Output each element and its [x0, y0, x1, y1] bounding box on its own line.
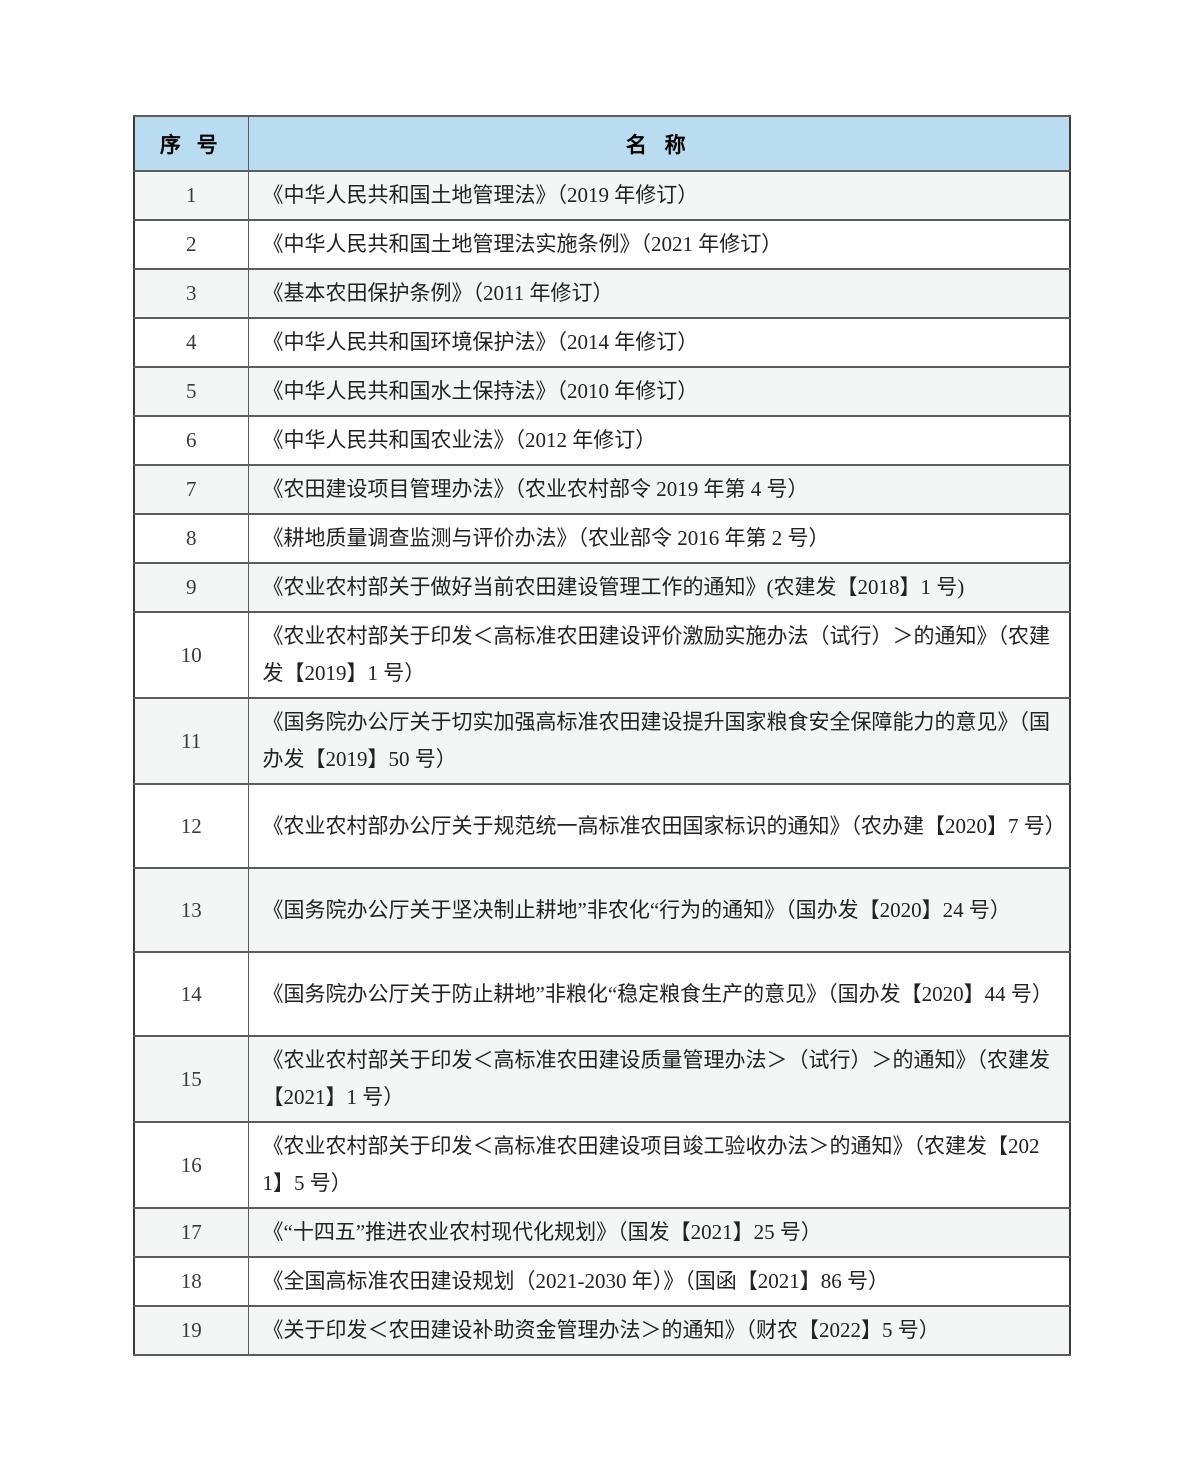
table-row: 7 《农田建设项目管理办法》（农业农村部令 2019 年第 4 号） — [133, 464, 1071, 515]
table-row: 6 《中华人民共和国农业法》（2012 年修订） — [133, 415, 1071, 466]
cell-index: 1 — [133, 170, 249, 221]
policy-list-table: 序 号 名 称 1 《中华人民共和国土地管理法》（2019 年修订） 2 《中华人民共… — [133, 115, 1071, 1356]
table-row: 9 《农业农村部关于做好当前农田建设管理工作的通知》(农建发【2018】1 号) — [133, 562, 1071, 613]
cell-index: 5 — [133, 366, 249, 417]
cell-name: 《农业农村部关于印发＜高标准农田建设质量管理办法＞（试行）＞的通知》（农建发【2… — [247, 1035, 1071, 1123]
table-row: 18 《全国高标准农田建设规划（2021-2030 年）》（国函【2021】86 … — [133, 1256, 1071, 1307]
policy-table-container: 序 号 名 称 1 《中华人民共和国土地管理法》（2019 年修订） 2 《中华人民共… — [133, 115, 1071, 1356]
cell-index: 18 — [133, 1256, 249, 1307]
cell-index: 11 — [133, 697, 249, 785]
table-row: 11 《国务院办公厅关于切实加强高标准农田建设提升国家粮食安全保障能力的意见》（国… — [133, 697, 1071, 785]
cell-name: 《中华人民共和国土地管理法实施条例》（2021 年修订） — [247, 219, 1071, 270]
table-header-row: 序 号 名 称 — [133, 115, 1071, 172]
cell-index: 8 — [133, 513, 249, 564]
table-body: 1 《中华人民共和国土地管理法》（2019 年修订） 2 《中华人民共和国土地管理法实… — [133, 170, 1071, 1356]
table-row: 12 《农业农村部办公厅关于规范统一高标准农田国家标识的通知》（农办建【2020】… — [133, 783, 1071, 869]
table-row: 4 《中华人民共和国环境保护法》（2014 年修订） — [133, 317, 1071, 368]
cell-name: 《基本农田保护条例》（2011 年修订） — [247, 268, 1071, 319]
cell-index: 19 — [133, 1305, 249, 1356]
table-row: 14 《国务院办公厅关于防止耕地”非粮化“稳定粮食生产的意见》（国办发【2020】… — [133, 951, 1071, 1037]
cell-name: 《“十四五”推进农业农村现代化规划》（国发【2021】25 号） — [247, 1207, 1071, 1258]
table-row: 5 《中华人民共和国水土保持法》（2010 年修订） — [133, 366, 1071, 417]
table-header: 序 号 名 称 — [133, 115, 1071, 172]
table-row: 17 《“十四五”推进农业农村现代化规划》（国发【2021】25 号） — [133, 1207, 1071, 1258]
cell-name: 《农田建设项目管理办法》（农业农村部令 2019 年第 4 号） — [247, 464, 1071, 515]
column-header-index: 序 号 — [133, 115, 249, 172]
cell-index: 13 — [133, 867, 249, 953]
cell-name: 《耕地质量调查监测与评价办法》（农业部令 2016 年第 2 号） — [247, 513, 1071, 564]
cell-index: 12 — [133, 783, 249, 869]
cell-name: 《国务院办公厅关于坚决制止耕地”非农化“行为的通知》（国办发【2020】24 号… — [247, 867, 1071, 953]
cell-index: 9 — [133, 562, 249, 613]
table-row: 19 《关于印发＜农田建设补助资金管理办法＞的通知》（财农【2022】5 号） — [133, 1305, 1071, 1356]
cell-index: 17 — [133, 1207, 249, 1258]
cell-name: 《关于印发＜农田建设补助资金管理办法＞的通知》（财农【2022】5 号） — [247, 1305, 1071, 1356]
table-row: 3 《基本农田保护条例》（2011 年修订） — [133, 268, 1071, 319]
cell-index: 2 — [133, 219, 249, 270]
cell-name: 《中华人民共和国农业法》（2012 年修订） — [247, 415, 1071, 466]
cell-index: 16 — [133, 1121, 249, 1209]
cell-index: 10 — [133, 611, 249, 699]
column-header-name: 名 称 — [247, 115, 1071, 172]
cell-name: 《农业农村部关于印发＜高标准农田建设评价激励实施办法（试行）＞的通知》（农建发【… — [247, 611, 1071, 699]
cell-name: 《农业农村部办公厅关于规范统一高标准农田国家标识的通知》（农办建【2020】7 … — [247, 783, 1071, 869]
table-row: 13 《国务院办公厅关于坚决制止耕地”非农化“行为的通知》（国办发【2020】24… — [133, 867, 1071, 953]
cell-name: 《国务院办公厅关于防止耕地”非粮化“稳定粮食生产的意见》（国办发【2020】44… — [247, 951, 1071, 1037]
cell-index: 6 — [133, 415, 249, 466]
cell-index: 7 — [133, 464, 249, 515]
cell-index: 3 — [133, 268, 249, 319]
cell-name: 《国务院办公厅关于切实加强高标准农田建设提升国家粮食安全保障能力的意见》（国办发… — [247, 697, 1071, 785]
cell-index: 15 — [133, 1035, 249, 1123]
cell-name: 《中华人民共和国水土保持法》（2010 年修订） — [247, 366, 1071, 417]
cell-index: 4 — [133, 317, 249, 368]
cell-name: 《农业农村部关于做好当前农田建设管理工作的通知》(农建发【2018】1 号) — [247, 562, 1071, 613]
cell-name: 《农业农村部关于印发＜高标准农田建设项目竣工验收办法＞的通知》（农建发【2021… — [247, 1121, 1071, 1209]
table-row: 1 《中华人民共和国土地管理法》（2019 年修订） — [133, 170, 1071, 221]
table-row: 10 《农业农村部关于印发＜高标准农田建设评价激励实施办法（试行）＞的通知》（农建… — [133, 611, 1071, 699]
cell-index: 14 — [133, 951, 249, 1037]
cell-name: 《中华人民共和国环境保护法》（2014 年修订） — [247, 317, 1071, 368]
cell-name: 《全国高标准农田建设规划（2021-2030 年）》（国函【2021】86 号） — [247, 1256, 1071, 1307]
table-row: 15 《农业农村部关于印发＜高标准农田建设质量管理办法＞（试行）＞的通知》（农建发… — [133, 1035, 1071, 1123]
table-row: 2 《中华人民共和国土地管理法实施条例》（2021 年修订） — [133, 219, 1071, 270]
table-row: 16 《农业农村部关于印发＜高标准农田建设项目竣工验收办法＞的通知》（农建发【20… — [133, 1121, 1071, 1209]
table-row: 8 《耕地质量调查监测与评价办法》（农业部令 2016 年第 2 号） — [133, 513, 1071, 564]
cell-name: 《中华人民共和国土地管理法》（2019 年修订） — [247, 170, 1071, 221]
